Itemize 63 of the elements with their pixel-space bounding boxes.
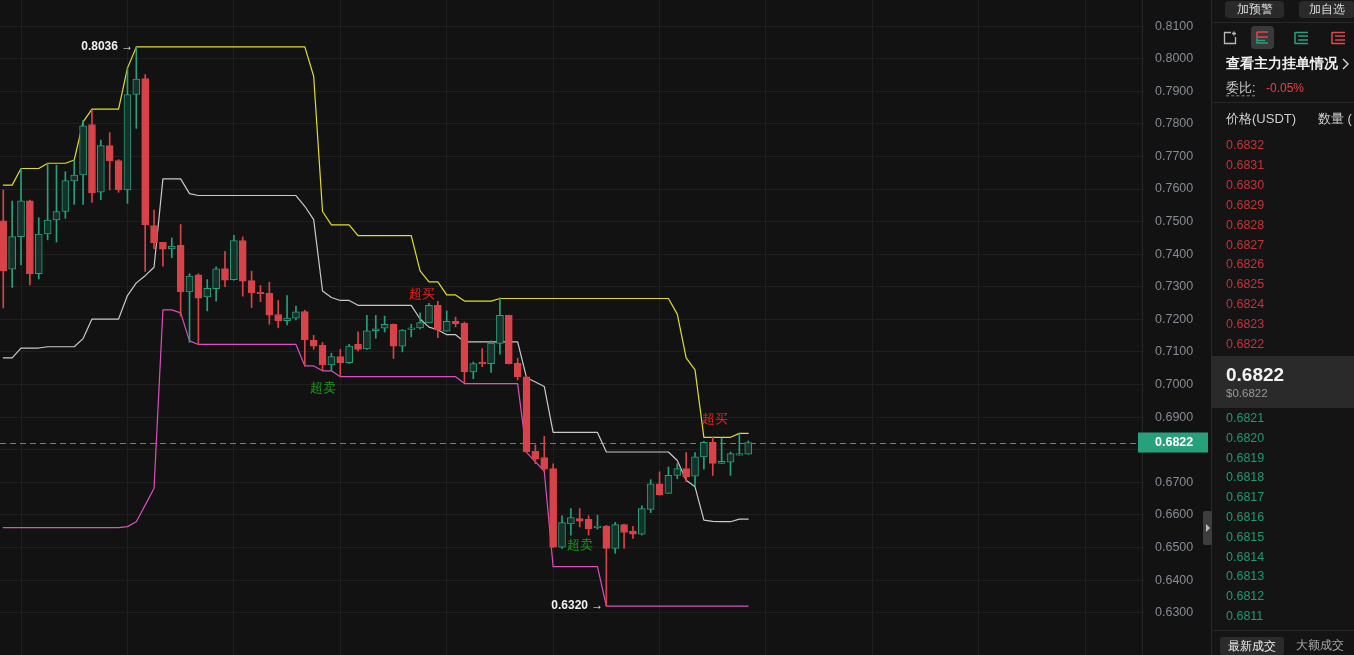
y-tick-label: 0.7000 [1155, 376, 1194, 391]
candlestick [132, 46, 141, 129]
text: 0.6830 [1226, 176, 1266, 194]
y-tick-label: 0.7600 [1155, 181, 1194, 196]
text: 0.6823 [1226, 316, 1266, 334]
text: $0.6822 [1226, 387, 1268, 401]
text: 价格(USDT) [1226, 110, 1298, 128]
candlestick [478, 348, 487, 367]
y-tick-label: 0.7200 [1155, 311, 1194, 326]
text: 0.6819 [1226, 449, 1266, 467]
text: 大额成交 [1296, 638, 1344, 653]
y-tick-label: 0.6300 [1155, 605, 1194, 620]
text: 0.6822 [1226, 336, 1266, 354]
y-tick-label: 0.8000 [1155, 51, 1194, 66]
annotation: 超卖 [566, 536, 593, 552]
y-tick-label: 0.7900 [1155, 83, 1194, 98]
text: 0.6820 [1226, 429, 1266, 447]
text: 查看主力挂单情况 [1226, 56, 1338, 72]
annotation: 超买 [701, 410, 728, 426]
text: 0.6822 [1226, 364, 1285, 386]
text: 0.6811 [1226, 607, 1265, 625]
y-tick-label: 0.7100 [1155, 344, 1194, 359]
y-tick-label: 0.7800 [1155, 116, 1194, 131]
text: 0.6817 [1226, 489, 1266, 507]
y-tick-label: 0.7700 [1155, 148, 1194, 163]
text: 0.6826 [1226, 256, 1266, 274]
text: 0.6821 [1226, 410, 1266, 427]
annotation: 超卖 [309, 380, 336, 396]
text: 加自选 [1299, 1, 1354, 18]
text: 0.6828 [1226, 216, 1266, 234]
text: 0.6832 [1226, 137, 1266, 154]
candlestick [70, 159, 79, 205]
text: 委比: [1226, 81, 1256, 97]
y-tick-label: 0.6400 [1155, 572, 1194, 587]
y-tick-label: 0.6500 [1155, 539, 1194, 554]
y-tick-label: 0.6900 [1155, 409, 1194, 424]
text: 0.6825 [1226, 276, 1266, 294]
text: 0.6827 [1226, 236, 1266, 254]
text: 0.6815 [1226, 528, 1266, 546]
text: 数量 ( [1318, 110, 1352, 128]
candlestick [407, 323, 416, 338]
text: 0.6824 [1226, 296, 1266, 314]
ref-line-label: 0.6822 [1155, 435, 1194, 450]
text: 0.6818 [1226, 469, 1266, 487]
text: 0.6829 [1226, 196, 1266, 214]
text: 0.6816 [1226, 509, 1266, 526]
annotation: 0.8036 → [81, 39, 134, 54]
y-tick-label: 0.7500 [1155, 214, 1194, 229]
text: 加预警 [1225, 1, 1284, 18]
y-tick-label: 0.7400 [1155, 246, 1194, 261]
text: 0.6831 [1226, 156, 1266, 174]
text: 最新成交 [1220, 637, 1284, 655]
text: 0.6812 [1226, 588, 1266, 606]
annotation: 0.6320 → [551, 598, 604, 613]
y-tick-label: 0.6600 [1155, 507, 1194, 522]
y-tick-label: 0.6700 [1155, 474, 1194, 489]
annotation: 超买 [409, 286, 436, 302]
y-tick-label: 0.7300 [1155, 279, 1194, 294]
y-tick-label: 0.8100 [1155, 18, 1194, 33]
text: -0.05% [1266, 81, 1305, 96]
candlestick [371, 315, 380, 339]
text: 0.6813 [1226, 568, 1266, 586]
text: 0.6814 [1226, 548, 1266, 566]
